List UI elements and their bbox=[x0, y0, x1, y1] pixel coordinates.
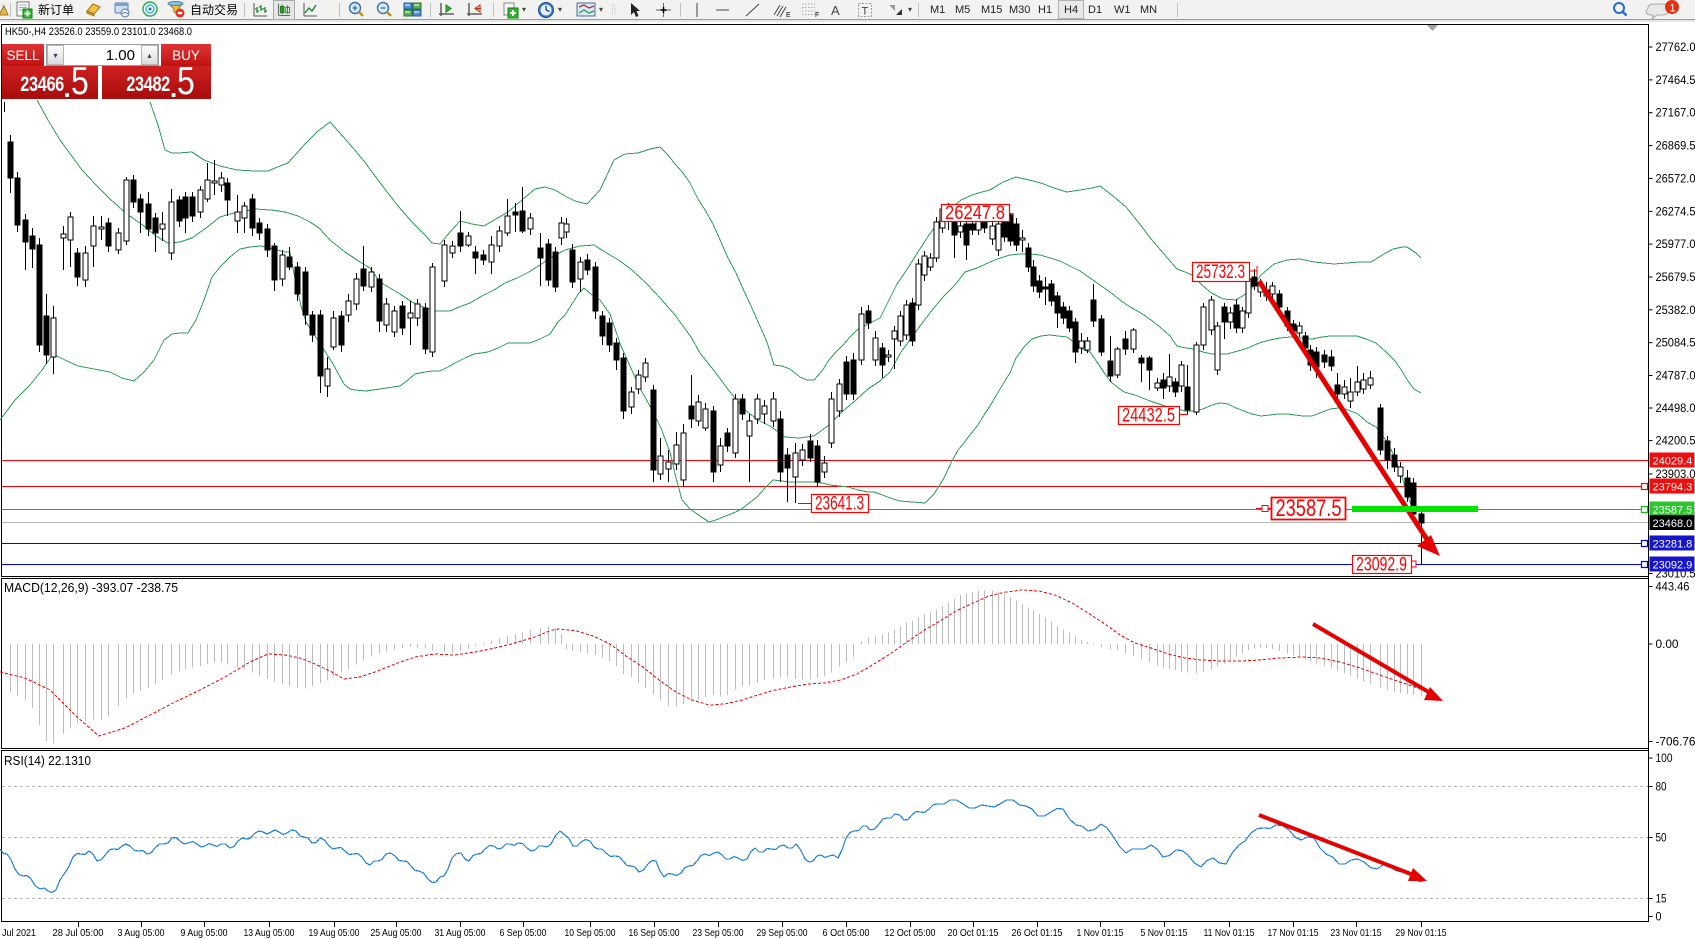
svg-text:6 Sep 05:00: 6 Sep 05:00 bbox=[500, 927, 547, 939]
svg-text:F: F bbox=[815, 12, 819, 19]
svg-text:26274.5: 26274.5 bbox=[1656, 206, 1695, 218]
svg-text:23092.9: 23092.9 bbox=[1356, 555, 1407, 576]
svg-text:26247.8: 26247.8 bbox=[945, 203, 1005, 224]
svg-text:27762.0: 27762.0 bbox=[1656, 42, 1695, 54]
svg-text:24498.0: 24498.0 bbox=[1656, 403, 1695, 415]
svg-text:27464.5: 27464.5 bbox=[1656, 75, 1695, 87]
svg-text:15: 15 bbox=[1656, 894, 1667, 906]
svg-text:50: 50 bbox=[1656, 833, 1667, 845]
svg-text:Jul 2021: Jul 2021 bbox=[2, 927, 36, 939]
svg-text:23903.0: 23903.0 bbox=[1656, 469, 1695, 481]
svg-text:29 Sep 05:00: 29 Sep 05:00 bbox=[757, 927, 808, 939]
svg-text:23 Sep 05:00: 23 Sep 05:00 bbox=[693, 927, 744, 939]
svg-text:17 Nov 01:15: 17 Nov 01:15 bbox=[1268, 927, 1319, 939]
svg-text:0.00: 0.00 bbox=[1656, 639, 1679, 651]
svg-text:19 Aug 05:00: 19 Aug 05:00 bbox=[309, 927, 360, 939]
svg-text:3 Aug 05:00: 3 Aug 05:00 bbox=[118, 927, 165, 939]
svg-text:25679.5: 25679.5 bbox=[1656, 272, 1695, 284]
svg-text:11 Nov 01:15: 11 Nov 01:15 bbox=[1204, 927, 1255, 939]
svg-text:-706.76: -706.76 bbox=[1656, 737, 1695, 749]
svg-text:25382.0: 25382.0 bbox=[1656, 305, 1695, 317]
svg-text:T: T bbox=[862, 5, 869, 17]
svg-text:24787.0: 24787.0 bbox=[1656, 371, 1695, 383]
svg-text:23587.5: 23587.5 bbox=[1276, 495, 1342, 522]
svg-text:25732.3: 25732.3 bbox=[1196, 262, 1245, 283]
svg-text:1: 1 bbox=[1670, 2, 1676, 14]
svg-text:9 Aug 05:00: 9 Aug 05:00 bbox=[181, 927, 228, 939]
svg-text:25 Aug 05:00: 25 Aug 05:00 bbox=[371, 927, 422, 939]
svg-text:27167.0: 27167.0 bbox=[1656, 108, 1695, 120]
svg-text:23281.8: 23281.8 bbox=[1653, 539, 1693, 551]
svg-text:RSI(14) 22.1310: RSI(14) 22.1310 bbox=[4, 754, 91, 768]
svg-text:26 Oct 01:15: 26 Oct 01:15 bbox=[1012, 927, 1063, 939]
svg-text:5 Nov 01:15: 5 Nov 01:15 bbox=[1141, 927, 1188, 939]
svg-text:80: 80 bbox=[1656, 782, 1667, 794]
svg-text:29 Nov 01:15: 29 Nov 01:15 bbox=[1396, 927, 1447, 939]
svg-text:MACD(12,26,9) -393.07 -238.75: MACD(12,26,9) -393.07 -238.75 bbox=[4, 581, 178, 595]
svg-text:31 Aug 05:00: 31 Aug 05:00 bbox=[435, 927, 486, 939]
svg-text:HK50-,H4 23526.0 23559.0 2310: HK50-,H4 23526.0 23559.0 23101.0 23468.0 bbox=[5, 26, 192, 38]
svg-text:16 Sep 05:00: 16 Sep 05:00 bbox=[629, 927, 680, 939]
svg-text:24432.5: 24432.5 bbox=[1122, 406, 1175, 427]
svg-text:0: 0 bbox=[1656, 912, 1662, 924]
svg-text:20 Oct 01:15: 20 Oct 01:15 bbox=[948, 927, 999, 939]
svg-text:443.46: 443.46 bbox=[1656, 582, 1690, 594]
svg-text:23092.9: 23092.9 bbox=[1653, 560, 1693, 572]
svg-text:6 Oct 05:00: 6 Oct 05:00 bbox=[823, 927, 870, 939]
svg-text:23468.0: 23468.0 bbox=[1653, 518, 1693, 530]
svg-text:A: A bbox=[831, 3, 840, 18]
svg-text:1 Nov 01:15: 1 Nov 01:15 bbox=[1077, 927, 1124, 939]
svg-text:13 Aug 05:00: 13 Aug 05:00 bbox=[244, 927, 295, 939]
svg-text:26572.0: 26572.0 bbox=[1656, 173, 1695, 185]
svg-text:28 Jul 05:00: 28 Jul 05:00 bbox=[53, 927, 104, 939]
svg-text:23641.3: 23641.3 bbox=[815, 494, 864, 515]
svg-text:10 Sep 05:00: 10 Sep 05:00 bbox=[565, 927, 616, 939]
svg-text:24200.5: 24200.5 bbox=[1656, 436, 1695, 448]
svg-text:E: E bbox=[786, 12, 791, 19]
svg-text:23 Nov 01:15: 23 Nov 01:15 bbox=[1331, 927, 1382, 939]
svg-text:23587.5: 23587.5 bbox=[1653, 505, 1693, 517]
svg-text:26869.5: 26869.5 bbox=[1656, 141, 1695, 153]
svg-text:25084.5: 25084.5 bbox=[1656, 338, 1695, 350]
svg-text:23794.3: 23794.3 bbox=[1653, 482, 1693, 494]
svg-text:25977.0: 25977.0 bbox=[1656, 239, 1695, 251]
svg-text:12 Oct 05:00: 12 Oct 05:00 bbox=[885, 927, 936, 939]
svg-text:100: 100 bbox=[1656, 753, 1673, 765]
svg-text:24029.4: 24029.4 bbox=[1653, 456, 1693, 468]
